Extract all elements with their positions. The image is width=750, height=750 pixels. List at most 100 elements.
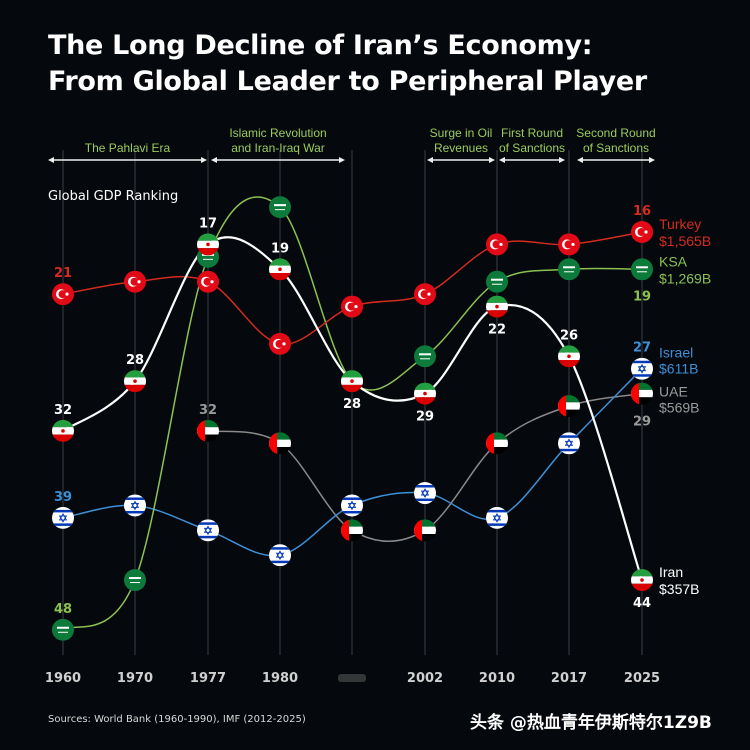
stripe — [124, 384, 146, 393]
x-tick-label: 2017 — [551, 671, 587, 686]
turkey-rank-label: 21 — [54, 266, 72, 281]
uae-legend-name: UAE — [659, 384, 688, 400]
flag-body — [124, 270, 146, 293]
flag-body — [558, 258, 580, 281]
stripe — [558, 360, 580, 368]
stripe — [269, 272, 291, 281]
iran-flag-icon — [414, 382, 436, 405]
crescent-cut — [347, 302, 356, 311]
stripe — [124, 370, 146, 378]
israel-gdp-value: $611B — [659, 361, 698, 377]
flag-body — [414, 382, 436, 405]
israel-flag-icon — [269, 544, 291, 567]
stripe — [631, 583, 653, 592]
iran-flag-icon — [197, 233, 219, 256]
flag-field — [631, 258, 653, 281]
stripe — [486, 295, 508, 303]
sources-note: Sources: World Bank (1960-1990), IMF (20… — [48, 714, 306, 725]
stripe — [558, 345, 580, 353]
israel-flag-icon — [631, 357, 653, 380]
star-of-david — [203, 525, 213, 536]
title-line-2: From Global Leader to Peripheral Player — [48, 66, 647, 97]
era-label: Second Round — [576, 126, 655, 140]
israel-flag-icon — [197, 519, 219, 542]
iran-rank-label: 26 — [560, 328, 578, 343]
flag-body — [486, 295, 508, 318]
era-label: Islamic Revolution — [229, 126, 326, 140]
star-of-david — [275, 550, 285, 561]
stripe — [486, 432, 508, 440]
iran-legend-name: Iran — [659, 564, 683, 580]
iran-rank-label: 44 — [633, 596, 651, 611]
flag-body — [341, 519, 363, 542]
flag-body — [486, 432, 508, 455]
star — [571, 242, 575, 247]
turkey-flag-icon — [197, 270, 219, 293]
hoist — [631, 382, 639, 405]
flag-field — [486, 270, 508, 293]
turkey-flag-icon — [52, 283, 74, 306]
x-tick-label: 2002 — [407, 671, 443, 686]
turkey-flag-icon — [414, 283, 436, 306]
uae-flag-icon — [269, 432, 291, 455]
stripe — [197, 419, 219, 428]
era-label: of Sanctions — [499, 141, 565, 155]
stripe — [558, 395, 580, 403]
flag-body — [414, 345, 436, 368]
ksa-series-line — [62, 196, 643, 631]
ksa-gdp-value: $1,269B — [659, 270, 711, 286]
star — [65, 292, 69, 296]
era-label: and Iran-Iraq War — [231, 141, 325, 155]
turkey-legend-name: Turkey — [659, 216, 701, 232]
ksa-flag-icon — [52, 618, 74, 641]
stripe — [558, 402, 580, 410]
stripe — [341, 497, 363, 500]
ksa-flag-icon — [124, 569, 146, 592]
star-of-david — [492, 512, 502, 523]
stripe — [414, 485, 436, 488]
iran-rank-label: 28 — [343, 397, 361, 412]
uae-flag-icon — [341, 519, 363, 542]
flag-field — [414, 345, 436, 368]
turkey-gdp-value: $1,565B — [659, 233, 711, 249]
flag-body — [558, 233, 580, 256]
turkey-flag-icon — [486, 233, 508, 256]
crescent-cut — [203, 277, 212, 286]
script — [57, 626, 69, 629]
ksa-flag-icon — [558, 258, 580, 281]
sword — [564, 271, 574, 273]
stripe — [269, 432, 291, 440]
ksa-legend-name: KSA — [659, 253, 688, 269]
turkey-flag-icon — [124, 270, 146, 293]
star-of-david — [637, 363, 647, 374]
flag-body — [52, 506, 74, 529]
iran-flag-icon — [341, 370, 363, 393]
star-of-david — [420, 488, 430, 498]
hoist — [197, 419, 205, 442]
flag-body — [414, 482, 436, 505]
emblem — [423, 391, 427, 396]
star — [427, 292, 431, 296]
flag-body — [341, 370, 363, 393]
flag-body — [269, 258, 291, 281]
emblem — [640, 578, 644, 582]
israel-rank-label: 27 — [633, 341, 651, 356]
stripe — [124, 497, 146, 500]
flag-body — [631, 357, 653, 380]
stripe — [414, 534, 436, 542]
turkey-rank-label: 16 — [633, 204, 651, 219]
uae-flag-icon — [486, 432, 508, 455]
flag-body — [631, 258, 653, 281]
flag-body — [414, 283, 436, 306]
turkey-flag-icon — [269, 332, 291, 355]
israel-flag-icon — [414, 482, 436, 505]
uae-gdp-value: $569B — [659, 400, 699, 416]
stripe — [558, 448, 580, 452]
stripe — [631, 389, 653, 398]
emblem — [206, 242, 210, 247]
flag-field — [269, 196, 291, 219]
stripe — [52, 509, 74, 513]
flag-body — [52, 419, 74, 442]
stripe — [269, 439, 291, 448]
sword — [130, 582, 140, 584]
